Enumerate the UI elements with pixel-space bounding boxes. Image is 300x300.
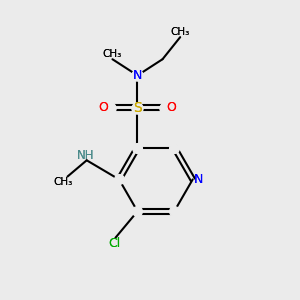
Text: N: N [193,173,203,186]
Text: N: N [193,173,203,186]
Text: NH: NH [76,149,94,162]
Text: CH₃: CH₃ [171,27,190,37]
Text: N: N [133,69,142,82]
Text: CH₃: CH₃ [53,177,73,188]
Text: N: N [133,69,142,82]
Text: O: O [99,101,109,114]
Text: O: O [167,101,176,114]
Text: Cl: Cl [108,237,120,250]
Text: CH₃: CH₃ [53,177,73,188]
Text: O: O [167,101,176,114]
Text: Cl: Cl [108,237,120,250]
Text: S: S [133,101,142,115]
Text: CH₃: CH₃ [103,49,122,59]
Text: S: S [133,101,142,115]
Text: O: O [99,101,109,114]
Text: NH: NH [76,149,94,162]
Text: CH₃: CH₃ [171,27,190,37]
Text: CH₃: CH₃ [103,49,122,59]
